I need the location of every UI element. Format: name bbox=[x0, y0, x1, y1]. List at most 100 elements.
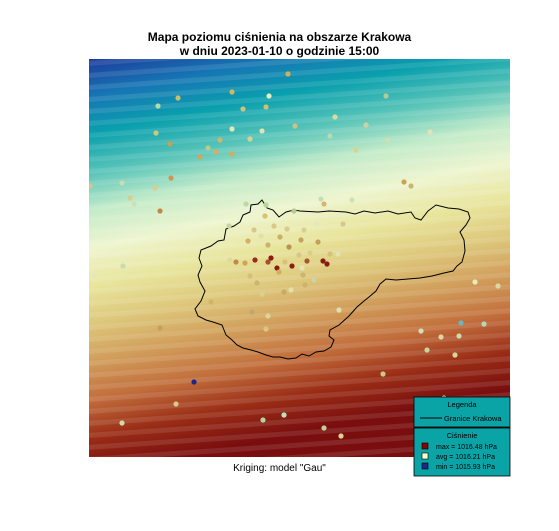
station-point bbox=[403, 187, 409, 193]
station-point bbox=[242, 260, 248, 266]
station-point bbox=[324, 261, 330, 267]
contour-band bbox=[89, 284, 510, 318]
station-point bbox=[208, 299, 214, 305]
station-point bbox=[153, 130, 159, 136]
station-point bbox=[119, 420, 125, 426]
contour-band bbox=[89, 260, 510, 294]
station-point bbox=[271, 223, 277, 229]
map-title-line2: w dniu 2023-01-10 o godzinie 15:00 bbox=[179, 44, 380, 58]
station-point bbox=[286, 244, 292, 250]
station-point bbox=[205, 145, 211, 151]
station-point bbox=[247, 273, 253, 279]
contour-band bbox=[89, 248, 510, 282]
station-point bbox=[472, 279, 478, 285]
legend: Legenda Granice Krakowa Ciśnienie max = … bbox=[413, 396, 511, 477]
contour-band bbox=[89, 152, 510, 186]
station-point bbox=[289, 263, 295, 269]
krakow-boundary bbox=[194, 199, 471, 360]
contour-band bbox=[89, 59, 367, 78]
station-point bbox=[167, 141, 173, 147]
station-point bbox=[91, 273, 97, 279]
contour-band bbox=[89, 59, 510, 90]
station-point bbox=[263, 326, 269, 332]
legend-boundary-box bbox=[413, 396, 511, 428]
station-point bbox=[252, 257, 258, 263]
contour-band bbox=[80, 478, 520, 508]
station-point bbox=[263, 202, 269, 208]
legend-swatch-max bbox=[421, 442, 429, 450]
contour-band bbox=[89, 344, 510, 378]
contour-band bbox=[80, 22, 520, 52]
station-point bbox=[321, 425, 327, 431]
station-point bbox=[277, 234, 283, 240]
station-point bbox=[327, 251, 333, 257]
station-point bbox=[229, 126, 235, 132]
station-point bbox=[213, 149, 219, 155]
station-point bbox=[127, 195, 133, 201]
station-point bbox=[274, 265, 280, 271]
station-point bbox=[157, 325, 163, 331]
station-point bbox=[191, 379, 197, 385]
station-point bbox=[363, 122, 369, 128]
station-point bbox=[304, 258, 310, 264]
station-point bbox=[338, 433, 344, 439]
contour-band bbox=[89, 332, 510, 366]
station-point bbox=[458, 320, 464, 326]
contour-band bbox=[89, 320, 510, 354]
contour-band bbox=[89, 356, 510, 390]
legend-item-min: min = 1015.93 hPa bbox=[436, 464, 495, 471]
station-points bbox=[89, 71, 501, 439]
station-point bbox=[282, 259, 288, 265]
station-point bbox=[298, 237, 304, 243]
station-point bbox=[260, 417, 266, 423]
station-point bbox=[401, 179, 407, 185]
map-title: Mapa poziomu ciśnienia na obszarze Krako… bbox=[0, 30, 559, 58]
station-point bbox=[266, 93, 272, 99]
station-point bbox=[227, 257, 233, 263]
contour-band bbox=[89, 164, 510, 198]
legend-pressure-title: Ciśnienie bbox=[447, 431, 478, 440]
station-point bbox=[268, 255, 274, 261]
station-point bbox=[321, 201, 327, 207]
contour-band bbox=[80, 10, 520, 40]
station-point bbox=[265, 313, 271, 319]
station-point bbox=[175, 95, 181, 101]
station-point bbox=[353, 147, 359, 153]
station-point bbox=[288, 287, 294, 293]
legend-swatch-avg bbox=[421, 452, 429, 460]
kriging-caption: Kriging: model "Gau" bbox=[233, 463, 326, 474]
station-point bbox=[318, 196, 324, 202]
station-point bbox=[229, 151, 235, 157]
station-point bbox=[259, 128, 265, 134]
station-point bbox=[383, 93, 389, 99]
station-point bbox=[336, 307, 342, 313]
station-point bbox=[245, 238, 251, 244]
station-point bbox=[302, 282, 308, 288]
station-point bbox=[296, 252, 302, 258]
contour-band bbox=[89, 176, 510, 210]
station-point bbox=[284, 226, 290, 232]
station-point bbox=[89, 183, 93, 189]
station-point bbox=[349, 197, 355, 203]
station-point bbox=[251, 227, 257, 233]
station-point bbox=[281, 289, 287, 295]
station-point bbox=[301, 227, 307, 233]
contour-band bbox=[89, 368, 510, 402]
station-point bbox=[247, 136, 253, 142]
station-point bbox=[226, 223, 232, 229]
station-point bbox=[243, 201, 249, 207]
map-title-line1: Mapa poziomu ciśnienia na obszarze Krako… bbox=[147, 30, 412, 44]
legend-item-avg: avg = 1016.21 hPa bbox=[436, 454, 495, 461]
station-point bbox=[262, 213, 268, 219]
contour-band bbox=[89, 68, 510, 102]
station-point bbox=[307, 250, 313, 256]
station-point bbox=[157, 208, 163, 214]
contour-band bbox=[89, 272, 510, 306]
legend-boundary-label: Granice Krakowa bbox=[444, 414, 502, 423]
contour-band bbox=[89, 380, 510, 414]
station-point bbox=[173, 401, 179, 407]
legend-item-max: max = 1016.48 hPa bbox=[436, 444, 497, 451]
station-point bbox=[263, 104, 269, 110]
contour-band bbox=[89, 188, 510, 222]
